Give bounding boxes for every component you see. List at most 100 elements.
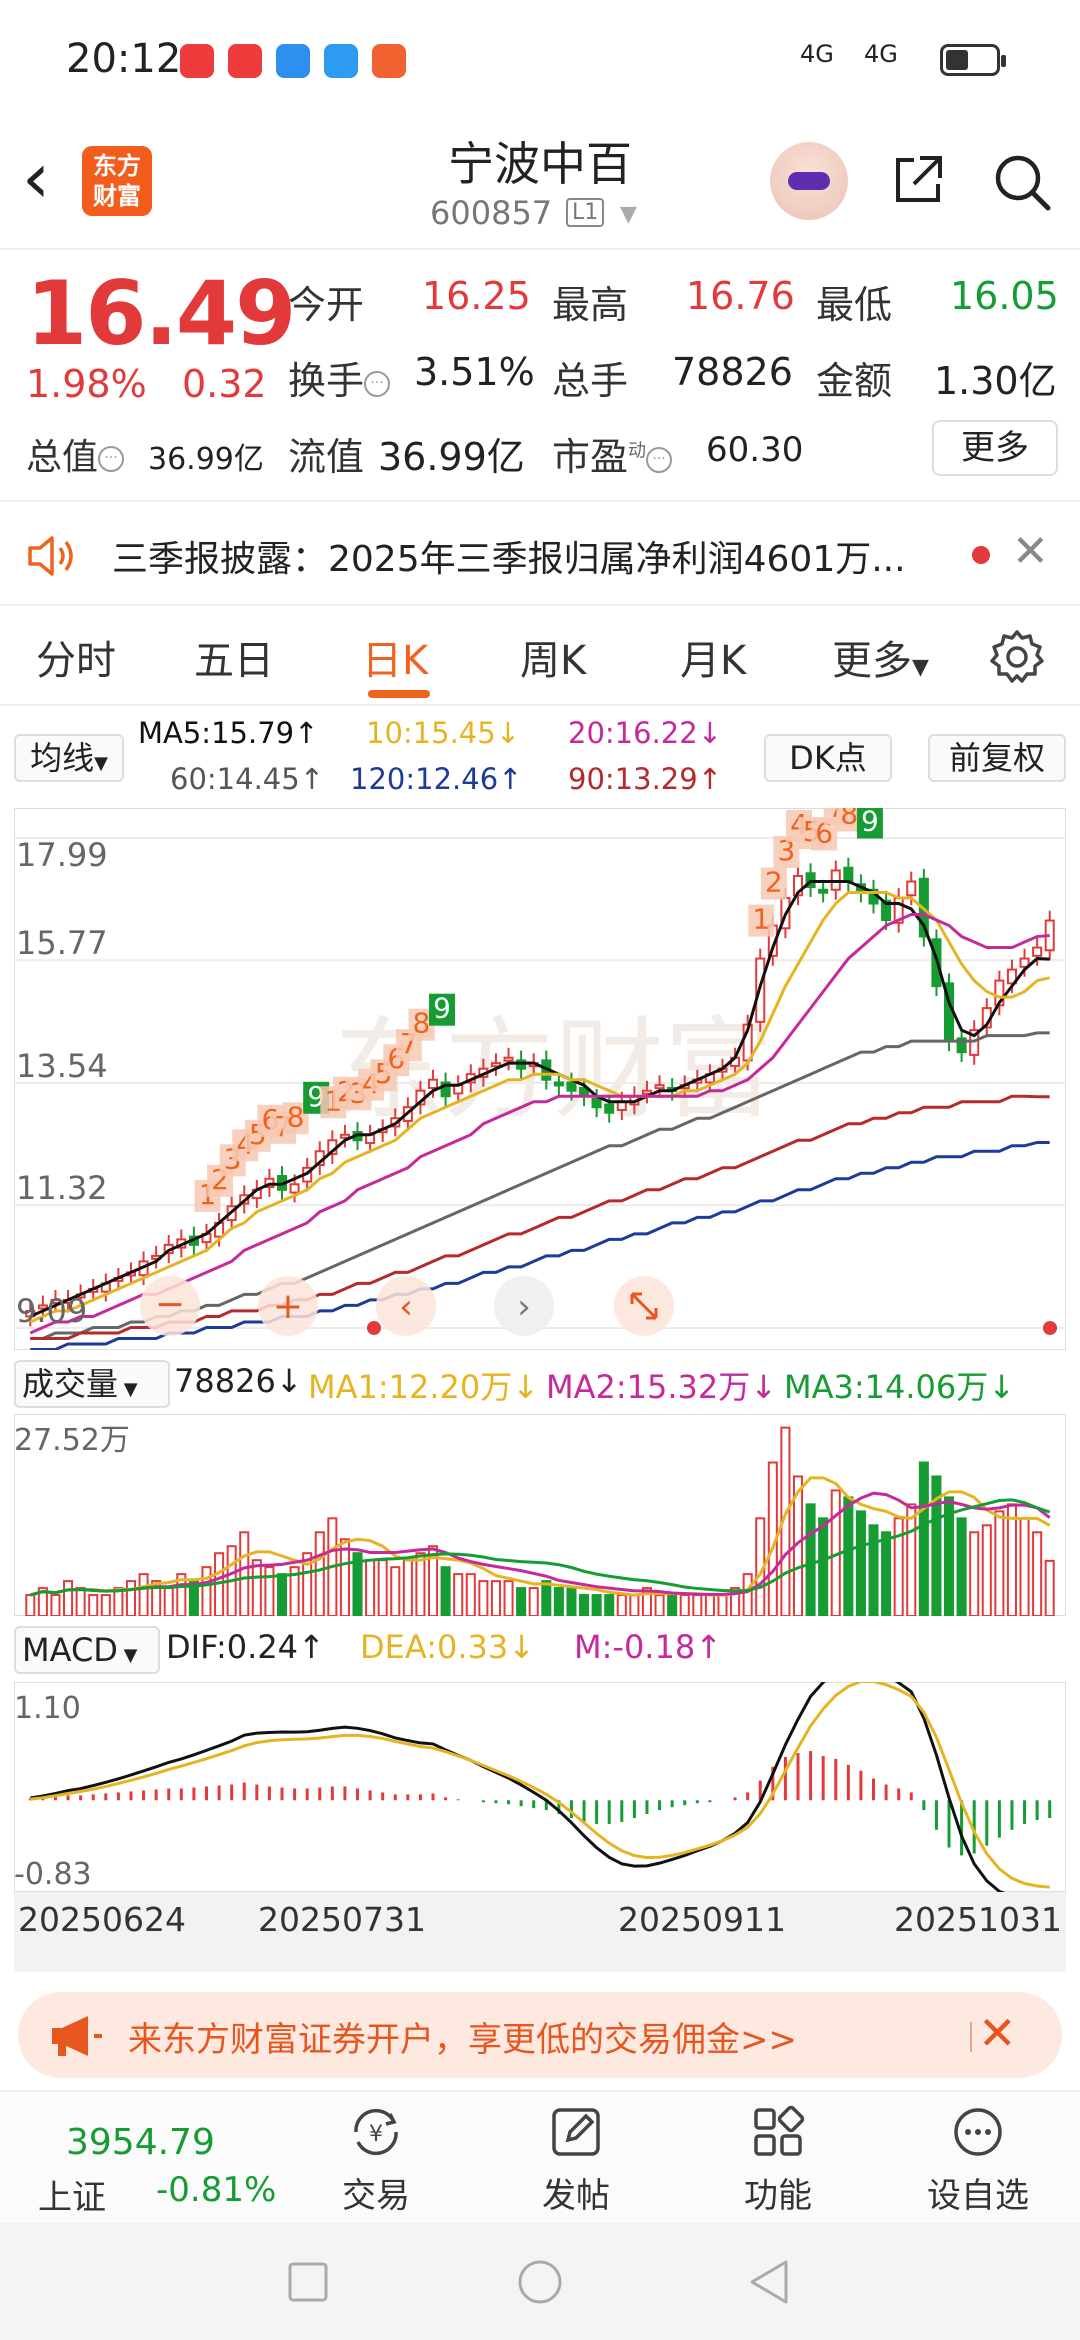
candle: [906, 880, 917, 897]
assistant-avatar[interactable]: [770, 142, 848, 220]
vol-ma-line: [29, 1491, 1051, 1597]
chevron-down-icon[interactable]: ▼: [620, 202, 637, 227]
nav-post[interactable]: 发帖: [506, 2102, 646, 2217]
more-button[interactable]: 更多: [932, 420, 1058, 476]
nav-add-watchlist[interactable]: 设自选: [908, 2102, 1048, 2217]
home-icon[interactable]: [516, 2258, 564, 2306]
close-icon[interactable]: ✕: [1012, 526, 1049, 577]
vol-ma3: MA3:14.06万↓: [784, 1368, 1016, 1406]
vol-y-tick: 27.52万: [14, 1423, 130, 1458]
volume-bar: [956, 1517, 967, 1616]
index-name[interactable]: 上证: [38, 2178, 106, 2218]
volume-bar: [528, 1587, 539, 1616]
index-change[interactable]: -0.81%: [156, 2170, 277, 2210]
back-arrow-icon[interactable]: ‹: [22, 137, 50, 219]
nav-functions[interactable]: 功能: [708, 2102, 848, 2217]
candle: [37, 1304, 48, 1310]
volume-bar: [176, 1573, 187, 1616]
tab-monthly-k[interactable]: 月K: [680, 638, 747, 684]
close-icon[interactable]: ✕: [978, 2006, 1017, 2060]
volume-bar: [25, 1594, 36, 1616]
info-icon[interactable]: ···: [98, 446, 125, 472]
vol-ma-line: [29, 1498, 1051, 1597]
tab-more[interactable]: 更多▼: [832, 638, 929, 684]
volume-bar: [251, 1559, 262, 1616]
ma90-line: [30, 1094, 1050, 1340]
candle: [1006, 968, 1017, 985]
index-value[interactable]: 3954.79: [66, 2122, 215, 2163]
volume-bar: [63, 1580, 74, 1616]
candle: [566, 1081, 577, 1092]
zoom-in-button[interactable]: [258, 1276, 318, 1336]
td-signal-label: 2: [765, 866, 783, 899]
promo-banner[interactable]: 来东方财富证券开户，享更低的交易佣金>> ✕: [18, 1992, 1062, 2078]
scroll-right-button[interactable]: [494, 1276, 554, 1336]
ma20-line: [29, 913, 1050, 1335]
vol-ma2: MA2:15.32万↓: [546, 1368, 778, 1406]
volume-current: 78826↓: [174, 1362, 303, 1400]
macd-y-tick-bottom: -0.83: [14, 1857, 92, 1892]
volume-selector[interactable]: 成交量 ▼: [14, 1360, 170, 1408]
volume-bar: [138, 1573, 149, 1616]
search-icon[interactable]: [990, 150, 1054, 214]
tab-five-day[interactable]: 五日: [194, 638, 274, 684]
volume-bar: [125, 1580, 137, 1616]
candle: [591, 1097, 602, 1109]
kline-y-tick: 15.77: [16, 924, 108, 962]
announcement-bar[interactable]: 三季报披露：2025年三季报归属净利润4601万... ✕: [0, 500, 1080, 606]
volume-bar: [75, 1587, 86, 1616]
volume-bar: [704, 1594, 715, 1616]
kline-chart[interactable]: 东方财富 123456789123456789123456789 17.9915…: [14, 808, 1066, 1350]
stock-header: ‹ 东方 财富 宁波中百 600857 L1 ▼: [0, 120, 1080, 250]
zoom-out-button[interactable]: [140, 1276, 200, 1336]
tab-intraday[interactable]: 分时: [36, 638, 116, 684]
date-label: 20251031: [894, 1900, 1062, 1939]
td-signal-box: [748, 904, 775, 937]
amount-value: 1.30亿: [934, 359, 1057, 403]
td-signal-box: [856, 808, 883, 839]
td-signal-label: 6: [815, 817, 833, 850]
dif-line: [30, 1682, 1006, 1892]
divider: [970, 2022, 972, 2052]
volume-bar: [453, 1573, 464, 1616]
date-label: 20250911: [618, 1900, 786, 1939]
gear-icon[interactable]: [988, 628, 1046, 686]
recent-apps-icon[interactable]: [286, 2260, 330, 2304]
total-value: 36.99亿: [148, 442, 264, 477]
info-icon[interactable]: ···: [646, 446, 673, 473]
volume-bar: [818, 1517, 829, 1616]
level-badge[interactable]: L1: [566, 198, 605, 227]
app-notification-icon: [372, 44, 406, 78]
volume-chart[interactable]: 27.52万: [14, 1414, 1066, 1616]
pe-label: 市盈动 ···: [552, 426, 673, 481]
back-icon[interactable]: [746, 2258, 792, 2306]
dk-point-button[interactable]: DK点: [764, 734, 892, 782]
ma-selector[interactable]: 均线▼: [14, 734, 124, 782]
low-label: 最低: [816, 283, 893, 327]
ma10-value: 10:15.45↓: [366, 716, 520, 750]
marker-dot: [1043, 1321, 1057, 1335]
chart-controls: − + ‹ ›: [140, 1276, 1057, 1336]
edit-icon: [552, 2108, 600, 2156]
tab-weekly-k[interactable]: 周K: [520, 638, 587, 684]
active-tab-indicator: [368, 690, 430, 698]
volume-bar: [579, 1594, 590, 1616]
volume-bar: [591, 1594, 602, 1616]
nav-trade[interactable]: ¥ 交易: [306, 2102, 446, 2217]
change-amount: 0.32: [182, 362, 267, 406]
promo-text[interactable]: 来东方财富证券开户，享更低的交易佣金>>: [128, 2020, 797, 2060]
macd-chart[interactable]: 1.10 -0.83: [14, 1682, 1066, 1892]
scroll-left-button[interactable]: [376, 1276, 436, 1336]
macd-selector[interactable]: MACD ▼: [14, 1626, 160, 1674]
announcement-text[interactable]: 三季报披露：2025年三季报归属净利润4601万...: [112, 539, 906, 580]
grid-icon: [754, 2105, 805, 2156]
volume-bar: [490, 1580, 501, 1616]
status-bar: 20:12 4G 4G: [0, 0, 1080, 120]
share-icon[interactable]: [888, 150, 948, 210]
volume-bar: [264, 1566, 275, 1616]
info-icon[interactable]: ···: [364, 370, 391, 397]
tab-daily-k[interactable]: 日K: [362, 638, 429, 684]
date-axis: 20250624 20250731 20250911 20251031: [14, 1892, 1066, 1972]
volume-bar: [88, 1594, 99, 1616]
adjust-button[interactable]: 前复权: [928, 734, 1066, 782]
